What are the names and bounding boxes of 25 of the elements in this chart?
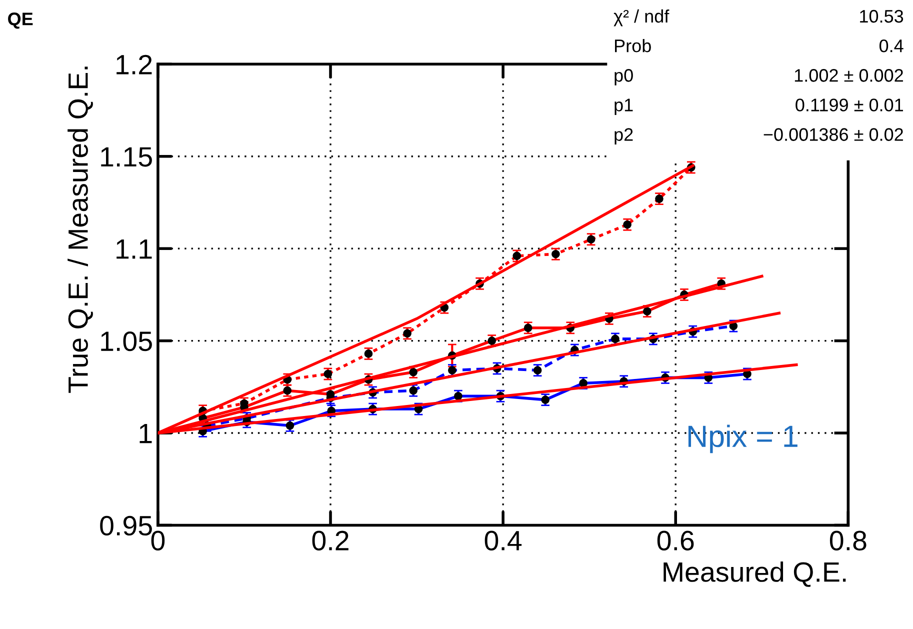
annotation: 0.1199 ± 0.01 <box>796 98 903 112</box>
chart-title: QE <box>8 12 33 29</box>
x-tick-label: 0.6 <box>657 530 694 550</box>
text: 0.4 <box>879 39 904 52</box>
text: χ² / ndf <box>614 9 670 26</box>
y-tick-label: 1 <box>140 424 152 444</box>
x-tick-label: 0.4 <box>484 530 522 550</box>
y-tick-label: 1.2 <box>116 54 152 74</box>
y-tick-label: 0.95 <box>100 516 152 536</box>
annotation: Npix = 1 <box>688 424 798 454</box>
annotation: 1.002 ± 0.002 <box>794 69 903 82</box>
annotation: p2 <box>614 128 633 145</box>
text: 10.53 <box>860 10 904 23</box>
x-tick-label: 0.8 <box>830 530 866 550</box>
y-tick-label: 1.1 <box>116 240 152 259</box>
annotation: p1 <box>614 98 633 115</box>
y-axis-title: True Q.E. / Measured Q.E. <box>68 66 93 393</box>
x-tick-label: 0 <box>151 530 165 550</box>
x-tick-label: 0.2 <box>312 530 348 550</box>
y-tick-label: 1.15 <box>101 147 152 167</box>
x-axis-title: Measured Q.E. <box>664 562 846 587</box>
y-tick-label: 1.05 <box>101 331 152 352</box>
annotation: −0.001386 ± 0.02 <box>764 128 903 141</box>
annotation: p0 <box>614 69 633 86</box>
text: Prob <box>615 39 651 52</box>
